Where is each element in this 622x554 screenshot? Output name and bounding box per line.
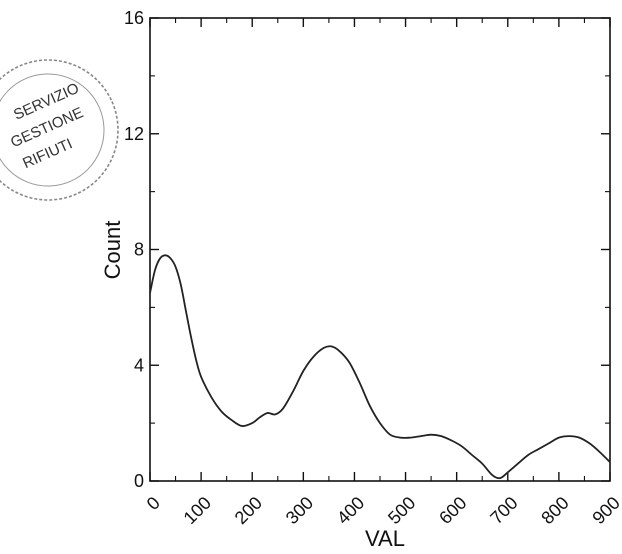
x-tick-label: 300 bbox=[282, 493, 317, 528]
x-tick-label: 0 bbox=[143, 493, 164, 514]
x-tick-label: 800 bbox=[537, 493, 572, 528]
x-tick-label: 600 bbox=[435, 493, 470, 528]
x-tick-label: 900 bbox=[588, 493, 622, 528]
ticks-layer bbox=[149, 17, 611, 482]
series-line bbox=[149, 254, 611, 480]
x-axis-title: VAL bbox=[365, 526, 405, 551]
stamp-seal: SERVIZIO GESTIONE RIFIUTI bbox=[0, 59, 119, 201]
y-tick-label: 4 bbox=[134, 355, 144, 375]
y-tick-label: 8 bbox=[134, 240, 144, 260]
line-layer bbox=[149, 254, 611, 480]
tick-labels-layer: 0 100 200 300 400 500 600 700 800 900 0 4 8 12 16 bbox=[124, 8, 622, 528]
x-tick-label: 700 bbox=[486, 493, 521, 528]
x-tick-label: 100 bbox=[180, 493, 215, 528]
x-tick-label: 500 bbox=[384, 493, 419, 528]
x-tick-label: 400 bbox=[333, 493, 368, 528]
y-tick-label: 12 bbox=[124, 124, 144, 144]
y-axis-title: Count bbox=[100, 221, 125, 280]
y-tick-label: 16 bbox=[124, 8, 144, 28]
plot-frame bbox=[149, 17, 611, 482]
y-tick-label: 0 bbox=[134, 471, 144, 491]
x-tick-label: 200 bbox=[231, 493, 266, 528]
